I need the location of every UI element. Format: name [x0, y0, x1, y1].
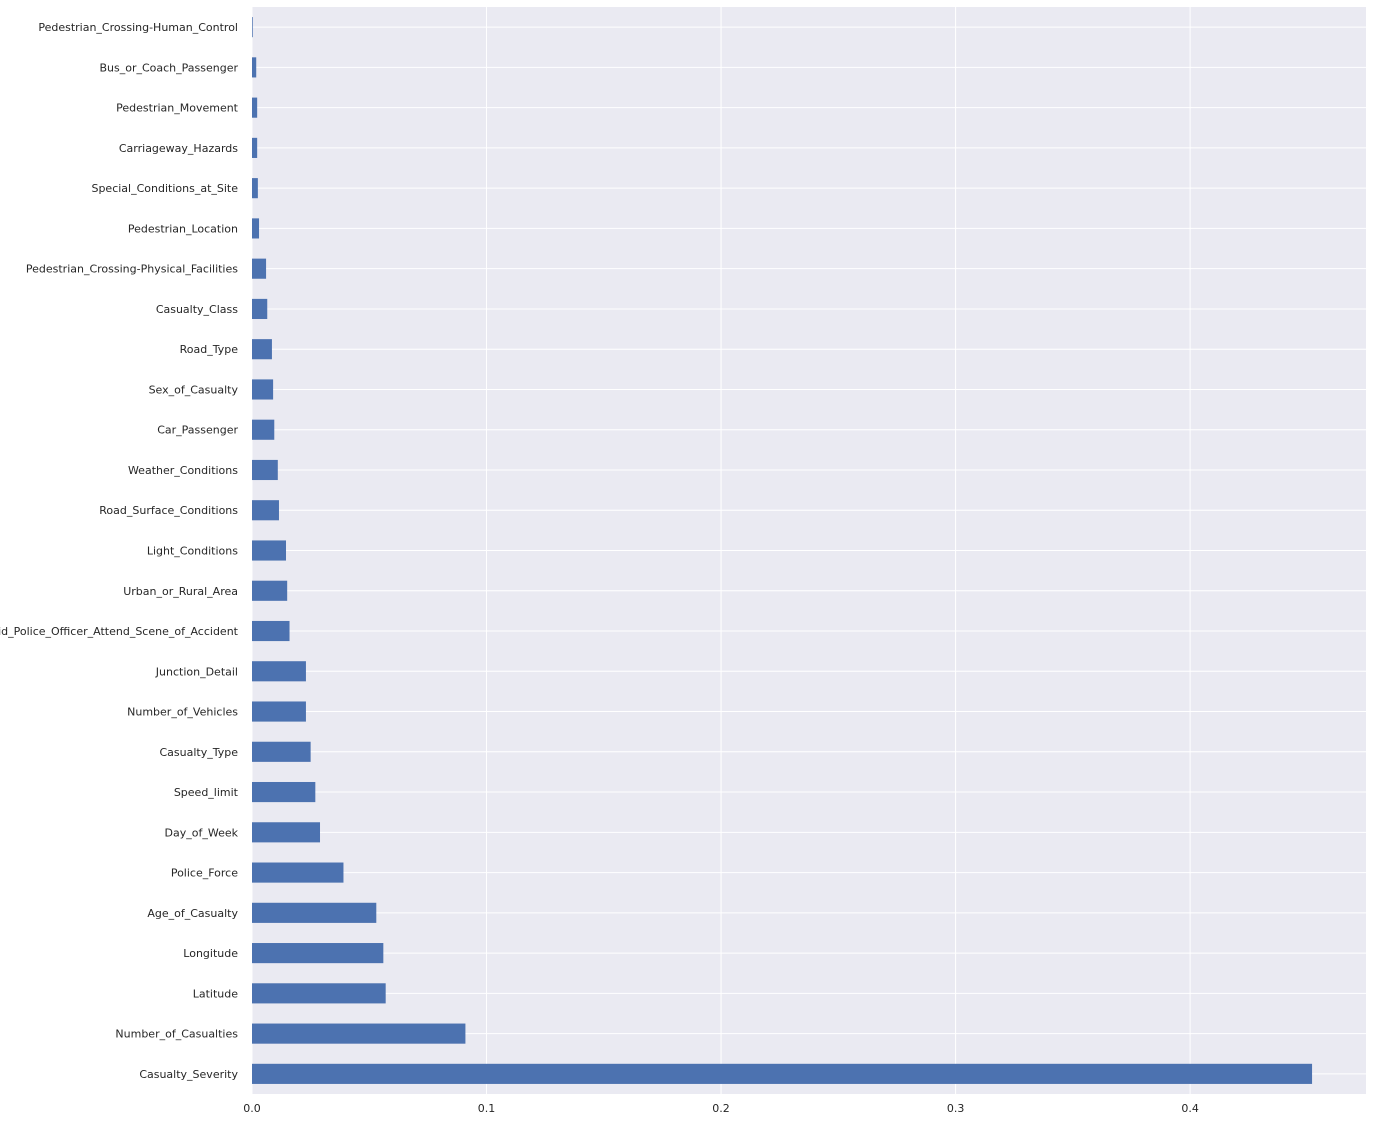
y-tick-label: Sex_of_Casualty	[149, 383, 239, 396]
bar-number-of-vehicles	[252, 701, 306, 722]
bar-casualty-class	[252, 298, 268, 320]
bar-car-passenger	[252, 419, 275, 440]
bar-road-type	[252, 339, 272, 360]
bar-pedestrian-movement	[252, 97, 258, 118]
y-tick-label: Junction_Detail	[155, 665, 238, 678]
bar-carriageway-hazards	[252, 137, 258, 158]
y-tick-label: Number_of_Casualties	[115, 1028, 238, 1041]
y-tick-label: Casualty_Class	[156, 303, 238, 316]
bar-junction-detail	[252, 661, 306, 682]
y-tick-label: Weather_Conditions	[128, 464, 238, 477]
y-tick-label: Casualty_Severity	[139, 1068, 238, 1081]
y-tick-label: Carriageway_Hazards	[119, 142, 238, 155]
x-axis-tick-labels: 0.0 0.1 0.2 0.3 0.4	[243, 1102, 1199, 1115]
bar-number-of-casualties	[252, 1023, 466, 1044]
y-tick-label: Light_Conditions	[147, 545, 238, 558]
y-tick-label: Age_of_Casualty	[147, 907, 238, 920]
bar-day-of-week	[252, 822, 321, 843]
y-tick-label: Pedestrian_Crossing-Human_Control	[38, 21, 238, 34]
x-tick-label: 0.4	[1181, 1102, 1199, 1115]
y-tick-label: Longitude	[183, 947, 238, 960]
bar-latitude	[252, 983, 386, 1004]
y-tick-label: Car_Passenger	[157, 424, 238, 437]
bar-age-of-casualty	[252, 902, 377, 923]
bar-police-force	[252, 862, 344, 883]
x-tick-label: 0.1	[478, 1102, 496, 1115]
bar-pedestrian-crossing-physical-facilities	[252, 258, 267, 279]
bar-light-conditions	[252, 540, 287, 561]
y-tick-label: Day_of_Week	[165, 826, 239, 839]
bar-did-police-officer-attend-scene-of-accident	[252, 620, 290, 642]
y-tick-label: Number_of_Vehicles	[127, 706, 238, 719]
bar-special-conditions-at-site	[252, 178, 258, 199]
y-tick-label: Pedestrian_Crossing-Physical_Facilities	[26, 263, 238, 276]
y-tick-label: Pedestrian_Location	[128, 222, 238, 235]
bars	[252, 17, 1313, 1084]
bar-casualty-type	[252, 741, 311, 762]
bar-pedestrian-crossing-human-control	[252, 17, 253, 38]
y-gridlines	[252, 26, 1366, 1075]
bar-urban-or-rural-area	[252, 580, 288, 601]
y-tick-label: Police_Force	[171, 867, 238, 880]
y-axis-tick-labels: Casualty_Severity Number_of_Casualties Lat…	[0, 21, 239, 1081]
y-tick-label: Pedestrian_Movement	[116, 102, 239, 115]
bar-bus-or-coach-passenger	[252, 57, 257, 78]
y-tick-label: Speed_limit	[174, 786, 239, 799]
bar-speed-limit	[252, 781, 316, 803]
y-tick-label: Casualty_Type	[159, 746, 238, 759]
y-tick-label: Special_Conditions_at_Site	[91, 182, 238, 195]
x-tick-label: 0.2	[712, 1102, 730, 1115]
y-tick-label: Road_Type	[180, 343, 239, 356]
x-tick-label: 0.3	[947, 1102, 965, 1115]
y-tick-label: Did_Police_Officer_Attend_Scene_of_Accid…	[0, 625, 239, 638]
bar-sex-of-casualty	[252, 379, 274, 400]
y-tick-label: Road_Surface_Conditions	[99, 504, 238, 517]
y-tick-label: Bus_or_Coach_Passenger	[99, 61, 238, 74]
bar-pedestrian-location	[252, 218, 260, 239]
x-tick-label: 0.0	[243, 1102, 261, 1115]
y-tick-label: Latitude	[193, 987, 239, 1000]
bar-longitude	[252, 943, 384, 964]
y-tick-label: Urban_or_Rural_Area	[123, 585, 238, 598]
bar-road-surface-conditions	[252, 500, 279, 521]
bar-casualty-severity	[252, 1063, 1313, 1084]
bar-weather-conditions	[252, 459, 278, 481]
